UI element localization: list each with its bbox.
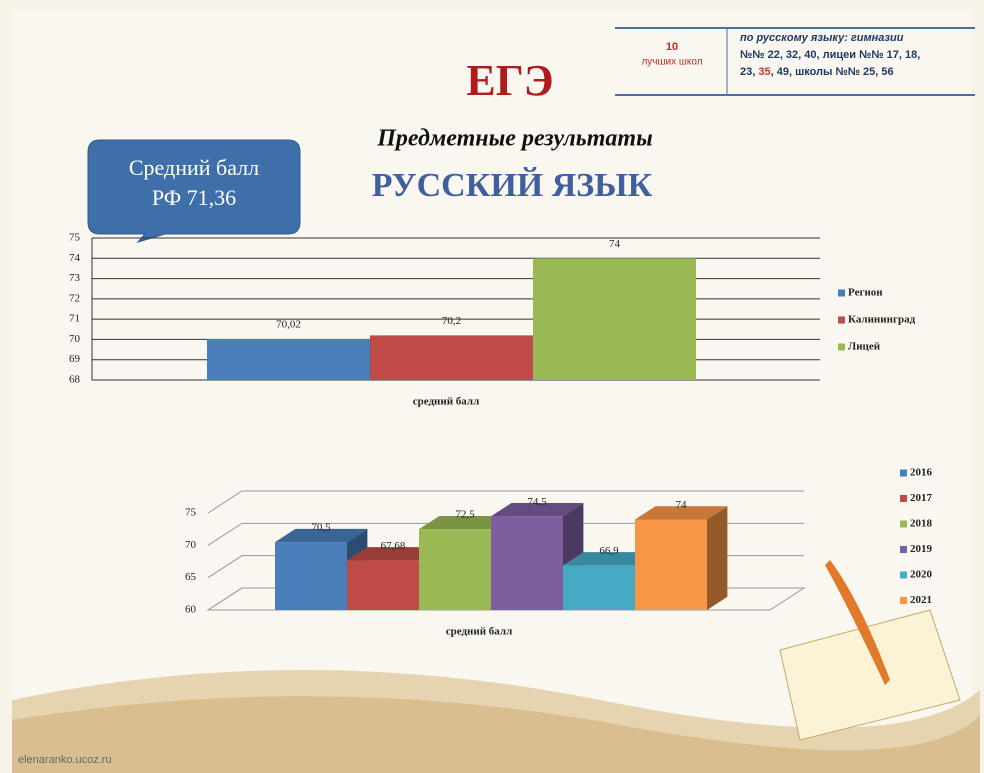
bar [370, 335, 533, 380]
data-label: 74 [676, 499, 688, 511]
bar [419, 529, 491, 610]
y-tick-label: 70 [69, 333, 81, 345]
slide-subtitle: Предметные результаты [376, 126, 653, 152]
y-tick-label: 73 [69, 272, 81, 284]
legend-swatch [900, 546, 907, 553]
note-part: 23, [740, 66, 758, 78]
y-tick-label: 74 [69, 252, 81, 264]
legend-label: 2017 [910, 492, 933, 504]
slide-title: ЕГЭ [466, 56, 553, 105]
bar [275, 542, 347, 610]
bottom-wave [12, 696, 980, 773]
slide-page [12, 10, 972, 765]
y-tick-label: 75 [185, 507, 197, 519]
data-label: 72,5 [455, 509, 475, 521]
bar [491, 516, 563, 610]
schools-note: 23, 35, 49, школы №№ 25, 56 [740, 66, 894, 78]
bar-top [563, 552, 656, 566]
data-label: 74 [609, 238, 621, 250]
bar-top [347, 547, 440, 561]
bar-top [275, 528, 368, 543]
bar [635, 519, 707, 610]
legend-label: 2018 [910, 518, 933, 530]
x-tick-label: средний балл [413, 396, 480, 408]
note-part: 35 [758, 66, 770, 78]
legend-label: 2016 [910, 467, 933, 479]
legend-swatch [838, 343, 845, 351]
legend-label: 2019 [910, 543, 933, 555]
grid-line [207, 522, 804, 546]
callout-text: РФ 71,36 [152, 185, 236, 210]
quill-icon [825, 560, 890, 685]
legend-label: 2021 [910, 594, 932, 606]
data-label: 70,2 [442, 315, 461, 327]
y-tick-label: 60 [185, 604, 197, 616]
y-tick-label: 68 [69, 374, 81, 386]
legend-swatch [838, 316, 845, 324]
bar [533, 258, 696, 380]
callout-text: Средний балл [129, 155, 259, 180]
data-label: 74,5 [527, 496, 547, 508]
data-label: 66,9 [599, 545, 619, 557]
bar [563, 565, 635, 610]
paper-icon [779, 609, 961, 741]
bar-side [707, 506, 728, 610]
top-count: 10 [666, 41, 678, 53]
note-part: , 49, школы №№ 25, 56 [771, 66, 894, 78]
legend-label: Лицей [848, 341, 881, 353]
footer: elenaranko.ucoz.ru [18, 754, 112, 766]
y-tick-label: 75 [69, 232, 81, 244]
y-tick-label: 71 [69, 313, 80, 325]
data-label: 70,5 [311, 522, 331, 534]
y-tick-label: 72 [69, 292, 80, 304]
data-label: 70,02 [276, 319, 301, 331]
legend-label: Регион [848, 287, 883, 299]
data-label: 67,68 [381, 540, 406, 552]
legend-swatch [900, 520, 907, 528]
legend-label: Калининград [848, 314, 916, 326]
schools-note: №№ 22, 32, 40, лицеи №№ 17, 18, [740, 49, 920, 61]
legend-label: 2020 [910, 569, 933, 581]
legend-swatch [900, 495, 907, 502]
legend-swatch [838, 289, 845, 297]
schools-note: по русскому языку: гимназии [740, 32, 904, 44]
subject: РУССКИЙ ЯЗЫК [372, 167, 653, 204]
bar [207, 339, 370, 380]
y-tick-label: 65 [185, 571, 197, 583]
bar-top [491, 503, 584, 517]
legend-swatch [900, 571, 907, 579]
bar-top [419, 515, 512, 530]
bar-top [635, 506, 728, 520]
bar [347, 560, 419, 610]
x-tick-label: средний балл [446, 626, 513, 638]
legend-swatch [900, 469, 907, 477]
top-count: лучших школ [641, 57, 702, 68]
y-tick-label: 70 [185, 539, 197, 551]
legend-swatch [900, 597, 907, 604]
grid-line [207, 490, 804, 514]
y-tick-label: 69 [69, 353, 81, 365]
